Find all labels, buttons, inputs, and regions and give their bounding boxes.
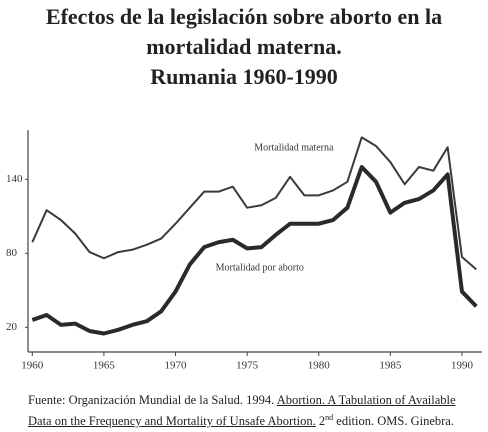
chart-title: Efectos de la legislación sobre aborto e… bbox=[45, 4, 443, 59]
y-tick-label: 80 bbox=[6, 247, 18, 259]
source-edition: 2 bbox=[318, 414, 326, 429]
source-reference: Abortion. A Tabulation of Available Data… bbox=[28, 393, 456, 429]
series-label: Mortalidad por aborto bbox=[216, 262, 304, 273]
title-block: Efectos de la legislación sobre aborto e… bbox=[0, 2, 488, 92]
source-text: Fuente: Organización Mundial de la Salud… bbox=[28, 393, 275, 407]
x-tick-label: 1975 bbox=[236, 360, 259, 372]
x-tick-label: 1990 bbox=[451, 360, 474, 372]
x-tick-label: 1985 bbox=[379, 360, 402, 372]
x-tick-label: 1965 bbox=[93, 360, 116, 372]
data-line bbox=[31, 165, 478, 336]
source-note: Fuente: Organización Mundial de la Salud… bbox=[28, 392, 478, 430]
chart: 20 80 140 1960 1965 1970 1975 1980 1985 1990 Morta… bbox=[6, 130, 482, 372]
x-tick-label: 1960 bbox=[21, 360, 44, 372]
y-tick-label: 140 bbox=[6, 173, 23, 185]
y-tick-label: 20 bbox=[6, 321, 18, 333]
x-tick-label: 1970 bbox=[165, 360, 188, 372]
chart-subtitle: Rumania 1960-1990 bbox=[150, 64, 338, 89]
series-label: Mortalidad materna bbox=[254, 142, 334, 153]
data-line bbox=[31, 136, 477, 271]
source-text: edition. OMS. Ginebra. bbox=[336, 414, 454, 429]
x-tick-label: 1980 bbox=[308, 360, 331, 372]
source-edition-suffix: nd bbox=[325, 413, 334, 422]
